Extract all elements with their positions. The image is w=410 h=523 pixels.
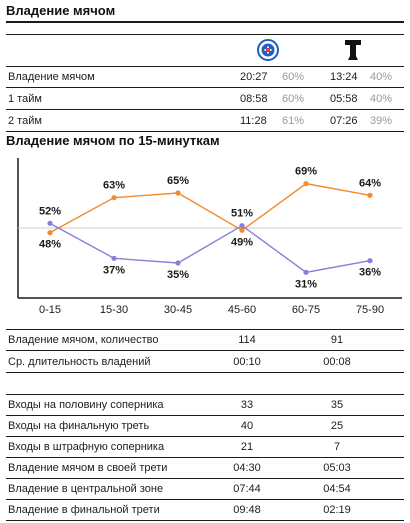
row-label: Владение мячом, количество	[8, 334, 159, 346]
stats2-top-rule	[6, 394, 404, 395]
row-label: Владение в финальной трети	[8, 504, 160, 516]
team1-value: 00:10	[233, 356, 261, 368]
circular-club-crest-icon	[257, 39, 279, 61]
team2-value: 25	[330, 420, 344, 432]
stat-row-possession-central-zone: Владение в центральной зоне 07:44 04:54	[6, 479, 404, 500]
stat-row-entries-opponent-half: Входы на половину соперника 33 35	[6, 395, 404, 416]
black-tower-crest-icon	[345, 40, 361, 60]
x-tick-label: 30-45	[164, 304, 192, 316]
chart-title: Владение мячом по 15-минуткам	[6, 133, 220, 148]
series-1-point	[239, 227, 245, 233]
team1-value: 114	[238, 334, 256, 346]
team2-percent: 39%	[370, 115, 393, 127]
series-2-point	[239, 223, 245, 229]
possession-by-15-minutes-chart: 0-15 15-30 30-45 45-60 60-75 75-90 48% 52% 63% 37…	[17, 158, 402, 316]
series-2-point	[303, 269, 309, 275]
x-tick-label: 0-15	[39, 304, 61, 316]
row-label: Входы на половину соперника	[8, 399, 164, 411]
stat-row-entries-final-third: Входы на финальную треть 40 25	[6, 416, 404, 437]
row-label: Ср. длительность владений	[8, 356, 151, 368]
row-label: Владение мячом	[8, 71, 95, 83]
stat-row-possession-count: Владение мячом, количество 114 91	[6, 330, 404, 351]
stat-row-possession-final-third: Владение в финальной трети 09:48 02:19	[6, 500, 404, 521]
series-2-data-label: 37%	[103, 264, 125, 276]
team1-time: 11:28	[240, 115, 267, 127]
series-1-point	[367, 192, 373, 198]
team2-value: 35	[330, 399, 344, 411]
series-1-point	[175, 190, 181, 196]
title-underline	[6, 21, 404, 23]
team1-value: 09:48	[233, 504, 261, 516]
team1-value: 04:30	[233, 462, 261, 474]
possession-row-first-half: 1 тайм 08:58 60% 05:58 40%	[6, 89, 404, 110]
team1-percent: 60%	[282, 93, 305, 105]
series-1-point	[111, 195, 117, 201]
stat-row-avg-possession-duration: Ср. длительность владений 00:10 00:08	[6, 352, 404, 373]
team2-percent: 40%	[370, 93, 393, 105]
team2-value: 05:03	[323, 462, 351, 474]
row-label: 1 тайм	[8, 93, 42, 105]
team2-value: 91	[330, 334, 344, 346]
team2-value: 7	[333, 441, 341, 453]
series-2-point	[175, 260, 181, 266]
team2-value: 00:08	[323, 356, 351, 368]
series-2-point	[47, 220, 53, 226]
series-2-point	[111, 255, 117, 261]
series-2-data-label: 51%	[231, 208, 253, 220]
possession-title: Владение мячом	[6, 3, 116, 18]
row-label: Владение мячом в своей трети	[8, 462, 168, 474]
series-1-point	[47, 230, 53, 236]
x-tick-label: 15-30	[100, 304, 128, 316]
row-label: Входы в штрафную соперника	[8, 441, 165, 453]
team2-value: 04:54	[323, 483, 351, 495]
team1-percent: 60%	[282, 71, 305, 83]
team2-time: 05:58	[330, 93, 358, 105]
series-2-line	[49, 222, 371, 274]
team1-value: 21	[240, 441, 254, 453]
series-2-data-label: 36%	[359, 267, 381, 279]
team2-value: 02:19	[323, 504, 351, 516]
series-1-data-label: 64%	[359, 177, 381, 189]
series-1-data-label: 69%	[295, 166, 317, 178]
team1-time: 08:58	[240, 93, 268, 105]
team1-time: 20:27	[240, 71, 268, 83]
x-tick-label: 60-75	[292, 304, 320, 316]
series-1-data-label: 48%	[39, 239, 61, 251]
team2-time: 13:24	[330, 71, 358, 83]
x-tick-label: 75-90	[356, 304, 384, 316]
team1-value: 07:44	[233, 483, 261, 495]
series-1-data-label: 49%	[231, 236, 253, 248]
series-1-line	[49, 182, 371, 234]
series-2-data-label: 52%	[39, 205, 61, 217]
possession-row-second-half: 2 тайм 11:28 61% 07:26 39%	[6, 111, 404, 132]
series-1-point	[303, 181, 309, 187]
team2-percent: 40%	[370, 71, 393, 83]
stat-row-entries-penalty-box: Входы в штрафную соперника 21 7	[6, 437, 404, 458]
team1-value: 40	[240, 420, 254, 432]
x-tick-label: 45-60	[228, 304, 256, 316]
stats1-top-rule	[6, 329, 404, 330]
series-1-data-label: 65%	[167, 175, 189, 187]
possession-row-total: Владение мячом 20:27 60% 13:24 40%	[6, 67, 404, 88]
table-top-rule	[6, 34, 404, 35]
series-1-data-label: 63%	[103, 180, 125, 192]
team1-value: 33	[240, 399, 254, 411]
row-label: Владение в центральной зоне	[8, 483, 164, 495]
stat-row-possession-own-third: Владение мячом в своей трети 04:30 05:03	[6, 458, 404, 479]
series-2-point	[367, 258, 373, 264]
header-rule	[6, 66, 404, 67]
series-2-data-label: 35%	[167, 269, 189, 281]
team2-time: 07:26	[330, 115, 358, 127]
row-label: Входы на финальную треть	[8, 420, 150, 432]
series-2-data-label: 31%	[295, 278, 317, 290]
team1-percent: 61%	[282, 115, 305, 127]
row-label: 2 тайм	[8, 115, 42, 127]
